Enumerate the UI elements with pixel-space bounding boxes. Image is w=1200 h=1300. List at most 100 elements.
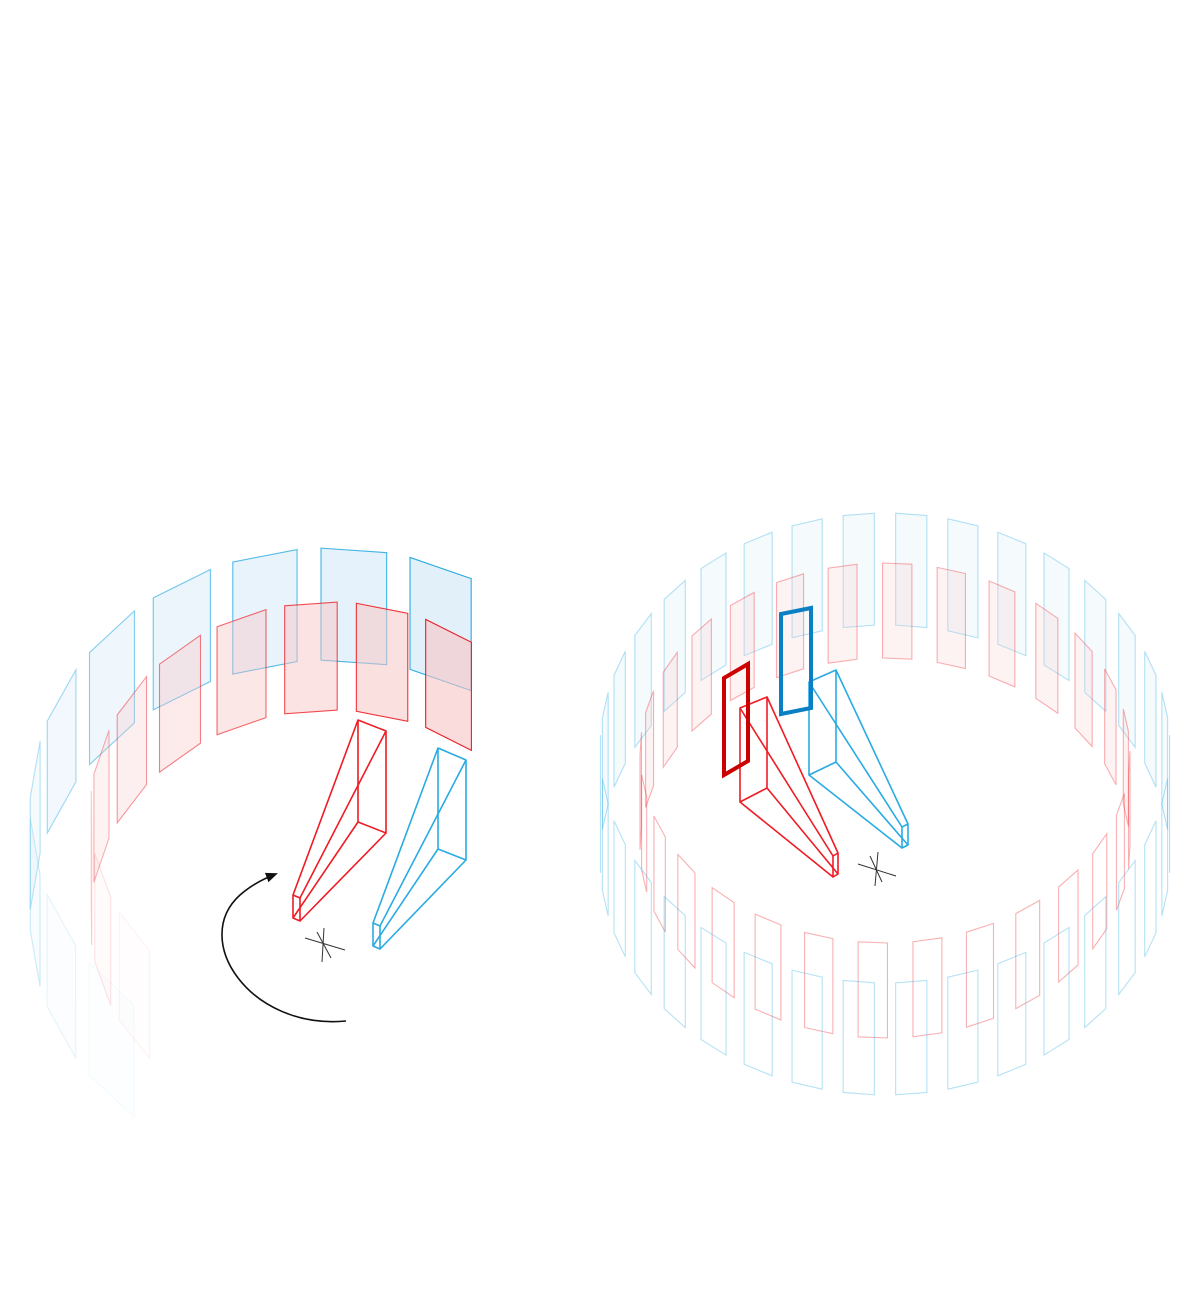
right-ring-blue-panel (1084, 579, 1107, 713)
right-ring-red-panel (1058, 868, 1079, 984)
right-ring-blue-panel (1144, 650, 1157, 788)
right-ring-red-panel (804, 931, 834, 1035)
right-ring-red-panel (1035, 602, 1059, 715)
left-ring-red-panel (216, 608, 267, 736)
right-ring-red-panel (711, 886, 735, 999)
left-blue-wedge (372, 747, 467, 950)
right-ring-red-panel (729, 591, 755, 702)
right-blue-wedge (808, 669, 909, 849)
right-ring-red-front (641, 751, 1131, 1039)
right-ring-blue-panel (601, 778, 609, 916)
right-ring-red-panel (754, 913, 782, 1021)
right-ring-blue-panel (1084, 895, 1107, 1029)
left-ring-blue-panel (29, 818, 41, 987)
left-ring-red-panel (158, 634, 202, 774)
right-ring-blue-panel (947, 969, 979, 1090)
right-ring-red-panel (1015, 899, 1041, 1010)
right-red-wedge-face (739, 696, 768, 803)
left-ring-red-panel (94, 853, 112, 1006)
left-ring-blue-panel (29, 740, 41, 910)
right-ring-blue-panel (601, 692, 609, 830)
right-ring-blue-panel (1161, 778, 1169, 916)
right-ring-blue-panel (743, 531, 773, 657)
right-ring-blue-panel (997, 531, 1027, 657)
right-ring-red-panel (988, 580, 1016, 688)
right-ring-red-panel (936, 566, 966, 670)
right-ring-red-panel (912, 937, 943, 1038)
right-red-wedge-tip (832, 852, 839, 878)
right-ring-red-panel (645, 690, 655, 808)
right-ring-blue-panel (791, 969, 823, 1090)
right-blue-wedge-face (808, 669, 837, 776)
right-center-marker (857, 851, 897, 887)
right-ring-red-panel (653, 815, 666, 933)
left-blue-wedge-tip (372, 922, 381, 950)
right-ring-red-panel (1127, 751, 1131, 869)
right-ring-blue-panel (1118, 611, 1136, 750)
left-ring-red-panel (116, 674, 148, 825)
right-ring-red-panel (882, 562, 913, 660)
right-ring-red-back (639, 562, 1129, 850)
right-ring-blue-panel (613, 650, 626, 788)
right-ring-blue-panel (634, 858, 652, 997)
right-ring-red-panel (677, 853, 696, 970)
right-ring-red-panel (639, 732, 643, 850)
right-ring-blue-panel (842, 512, 875, 629)
right-ring-red-panel (641, 774, 648, 893)
left-ring-red-panel (355, 602, 409, 722)
right-ring-blue-panel (1043, 926, 1070, 1057)
right-ring-blue-panel (663, 895, 686, 1029)
left-ring-blue-panel (88, 609, 135, 766)
right-ring-blue-panel (700, 926, 727, 1057)
right-ring-red-panel (1092, 831, 1108, 951)
right-ring-blue-panel (1144, 820, 1157, 958)
left-partial-ring-red (90, 601, 472, 1060)
right-ring-blue-back (601, 512, 1171, 873)
right-ring-red-panel (1104, 668, 1117, 786)
right-ring-blue-panel (700, 551, 727, 682)
right-ring-red-panel (1074, 631, 1093, 748)
right-ring-blue-panel (895, 979, 928, 1096)
right-ring-blue-panel (1161, 692, 1169, 830)
right-ring-red-panel (827, 563, 858, 664)
left-ring-blue-panel (46, 667, 77, 836)
right-ring-blue-panel (997, 951, 1027, 1077)
left-ring-blue-panel (152, 568, 211, 711)
rotation-arrow (221, 872, 347, 1023)
left-ring-red-panel (93, 729, 110, 883)
left-ring-blue-panel (88, 961, 135, 1119)
right-ring-blue-panel (947, 518, 979, 639)
right-ring-red-panel (1122, 708, 1129, 827)
right-ring-blue-panel (663, 579, 686, 713)
right-ring-blue-panel (791, 518, 823, 639)
left-center-marker (304, 927, 346, 963)
left-red-wedge (292, 719, 387, 922)
right-ring-red-panel (1115, 793, 1125, 911)
left-blue-wedge-face (437, 747, 467, 861)
bold-red-panel-shape (722, 660, 750, 779)
right-ring-blue-panel (634, 611, 652, 750)
right-ring-red-panel (965, 922, 995, 1028)
right-red-wedge (739, 696, 839, 878)
right-blue-wedge-tip (901, 823, 909, 849)
left-ring-red-panel (284, 601, 338, 715)
bold-blue-panel-shape (779, 605, 813, 717)
right-ring-blue-panel (613, 820, 626, 958)
right-ring-blue-front (599, 735, 1169, 1096)
left-ring-blue-panel (232, 548, 298, 675)
right-ring-red-panel (775, 573, 805, 679)
right-ring-red-panel (691, 617, 712, 733)
left-ring-blue-panel (46, 892, 77, 1061)
right-ring-red-panel (857, 941, 888, 1039)
right-ring-blue-panel (842, 979, 875, 1096)
left-ring-red-panel (425, 618, 472, 752)
right-ring-red-panel (662, 650, 678, 770)
left-ring-red-panel (118, 910, 150, 1060)
right-ring-blue-panel (1118, 858, 1136, 997)
left-red-wedge-tip (292, 894, 301, 922)
right-ring-blue-panel (743, 951, 773, 1077)
right-ring-blue-panel (895, 512, 928, 629)
right-ring-blue-panel (1043, 551, 1070, 682)
